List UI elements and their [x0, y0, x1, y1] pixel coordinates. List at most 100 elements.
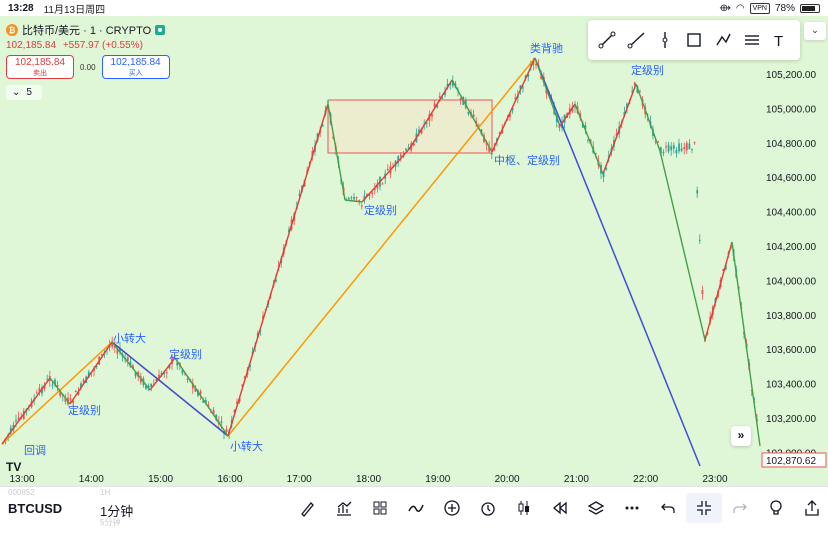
spread-value: 0.00 [80, 62, 96, 72]
candle-body [451, 80, 454, 86]
candle-body [132, 365, 134, 369]
layers-icon[interactable] [578, 493, 614, 523]
candle-body [332, 136, 335, 139]
path-icon[interactable] [712, 29, 734, 51]
status-bar: 13:28 11月13日周四 ⟴ ◠ VPN 78% [0, 0, 828, 16]
candle-body [212, 409, 215, 415]
time-tick-label: 22:00 [633, 474, 658, 485]
last-price: 102,185.84 [6, 40, 57, 51]
price-tick-label: 105,000.00 [766, 104, 816, 115]
trend-line-icon[interactable] [596, 29, 618, 51]
wifi-icon: ◠ [735, 2, 745, 14]
candle-body [509, 114, 511, 118]
candle-body [662, 152, 665, 154]
candle-body [405, 148, 407, 151]
toolbar-more-button[interactable]: ⌄ [804, 22, 826, 40]
symbol-title[interactable]: 比特币/美元 · 1 · CRYPTO [22, 25, 152, 37]
bar-chart-icon[interactable] [326, 493, 362, 523]
candle-body [626, 103, 628, 109]
candle-body [519, 85, 522, 90]
annotation-label: 回调 [24, 444, 46, 457]
candle-body [54, 379, 56, 386]
candle-body [602, 171, 605, 178]
vertical-line-icon[interactable] [654, 29, 676, 51]
text-tool-icon[interactable]: T [770, 29, 792, 51]
candle-body [467, 112, 470, 115]
more-icon[interactable] [614, 493, 650, 523]
buy-label: 买入 [128, 70, 143, 77]
candle-body [321, 125, 324, 127]
candle-body [646, 118, 649, 121]
candle-body [220, 421, 223, 423]
annotation-label: 定级别 [68, 403, 101, 417]
time-tick-label: 13:00 [9, 474, 34, 485]
ray-icon[interactable] [625, 29, 647, 51]
redo-icon[interactable] [722, 493, 758, 523]
ghost-symbol: 000852 [8, 488, 35, 497]
bi-down-stroke [731, 241, 761, 447]
rectangle-icon[interactable] [683, 29, 705, 51]
interval-selector[interactable]: 1分钟 [100, 504, 134, 519]
indicators-toggle[interactable]: ⌄ 5 [6, 85, 42, 100]
undo-icon[interactable] [650, 493, 686, 523]
alarm-icon[interactable] [470, 493, 506, 523]
time-tick-label: 18:00 [356, 474, 381, 485]
price-tick-label: 104,600.00 [766, 173, 816, 184]
candle-body [64, 397, 67, 402]
candle-body [150, 383, 153, 387]
candle-body [420, 128, 423, 134]
price-chart[interactable]: 105,200.00 105,000.00 104,800.00 104,600.00… [0, 16, 828, 486]
candle-body [111, 341, 114, 347]
candle-body [657, 141, 660, 143]
candle-body [678, 143, 680, 152]
candle-body [95, 366, 98, 368]
indicator-icon[interactable] [398, 493, 434, 523]
indicator-count: 5 [26, 87, 32, 98]
candle-body [639, 91, 641, 93]
price-change: +557.97 (+0.55%) [62, 40, 143, 51]
candle-body [696, 190, 699, 194]
annotation-label: 中枢、定级别 [494, 153, 560, 167]
buy-button[interactable]: 102,185.84 买入 [101, 55, 170, 79]
candle-body [259, 330, 262, 332]
candle-body [80, 383, 82, 388]
chart-area[interactable]: 105,200.00 105,000.00 104,800.00 104,600.00… [0, 16, 828, 486]
plus-icon[interactable] [434, 493, 470, 523]
candle-body [358, 199, 361, 202]
bi-down-stroke [344, 199, 363, 203]
candle-body [368, 194, 371, 196]
status-time: 13:28 [8, 2, 34, 14]
annotation-label: 小转大 [230, 439, 263, 453]
candle-body [693, 142, 696, 144]
sell-button[interactable]: 102,185.84 卖出 [6, 55, 74, 79]
brush-icon[interactable] [290, 493, 326, 523]
price-tick-label: 104,000.00 [766, 276, 816, 287]
share-icon[interactable] [794, 493, 828, 523]
time-tick-label: 17:00 [287, 474, 312, 485]
bi-down-stroke [327, 103, 346, 201]
candle-body [210, 411, 212, 413]
candle-body [371, 192, 374, 195]
idea-icon[interactable] [758, 493, 794, 523]
text-lines-icon[interactable] [741, 29, 763, 51]
bi-up-stroke [602, 83, 637, 175]
candle-body [241, 384, 244, 386]
candle-body [17, 417, 20, 421]
collapse-icon[interactable] [686, 493, 722, 523]
candle-body [350, 197, 353, 199]
candle-body [376, 183, 379, 189]
candle-body [441, 97, 444, 99]
candle-body [386, 168, 389, 171]
bi-down-stroke [574, 103, 604, 175]
scroll-to-realtime-button[interactable]: » [731, 426, 751, 446]
symbol-selector[interactable]: BTCUSD [8, 501, 63, 516]
grid-icon[interactable] [362, 493, 398, 523]
candle-body [155, 379, 158, 381]
candle-body [165, 372, 168, 374]
candle-body [425, 122, 428, 124]
candle-icon[interactable] [506, 493, 542, 523]
rewind-icon[interactable] [542, 493, 578, 523]
candle-body [659, 147, 662, 155]
time-tick-label: 19:00 [425, 474, 450, 485]
candle-body [631, 91, 634, 93]
